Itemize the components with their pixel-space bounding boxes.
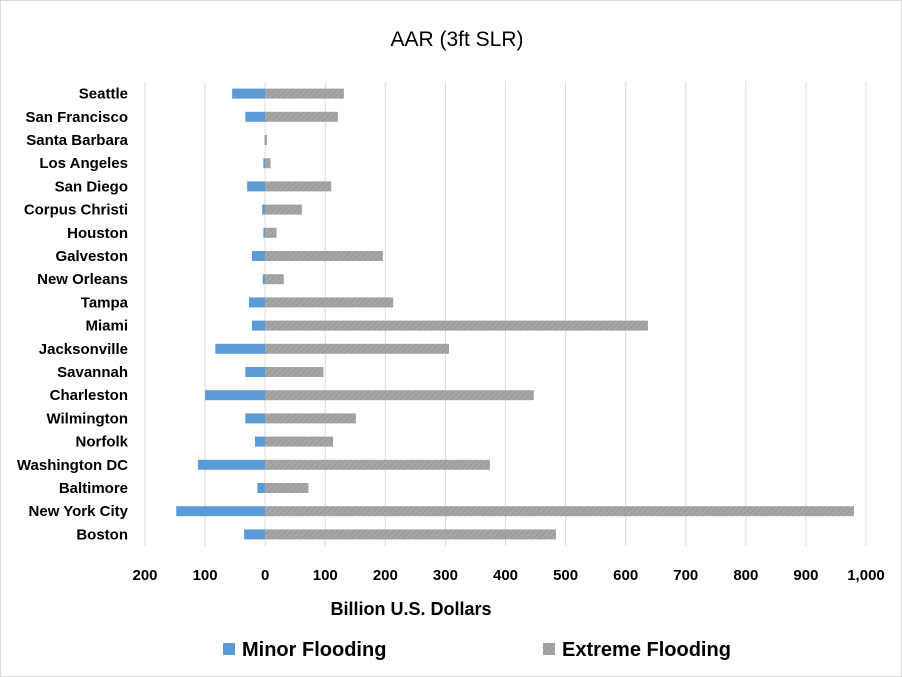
x-tick-label: 800 (733, 567, 758, 584)
bar-minor-flooding (245, 367, 266, 377)
bar-extreme-flooding (265, 529, 556, 540)
x-tick-label: 500 (553, 567, 578, 584)
bar-extreme-flooding (265, 274, 284, 285)
legend: Minor Flooding Extreme Flooding (223, 639, 731, 661)
category-label: Corpus Christi (24, 202, 128, 219)
category-label: New Orleans (37, 271, 128, 288)
category-label: Boston (76, 526, 128, 543)
legend-label-minor: Minor Flooding (242, 639, 386, 661)
legend-swatch-extreme (543, 643, 555, 655)
bar-extreme-flooding (265, 483, 309, 493)
category-label: Savannah (57, 364, 128, 381)
category-label: Washington DC (17, 457, 128, 474)
category-label: Jacksonville (39, 341, 128, 358)
bar-extreme-flooding (265, 436, 334, 447)
legend-label-extreme: Extreme Flooding (562, 639, 731, 661)
x-axis-title: Billion U.S. Dollars (330, 599, 491, 619)
bar-extreme-flooding (265, 320, 648, 331)
bar-extreme-flooding (265, 459, 490, 470)
bar-extreme-flooding (265, 158, 271, 169)
bar-minor-flooding (254, 436, 266, 447)
x-tick-label: 900 (793, 567, 818, 584)
bar-extreme-flooding (265, 227, 277, 238)
x-tick-label: 0 (261, 567, 269, 584)
bar-minor-flooding (176, 506, 266, 517)
bar-minor-flooding (263, 227, 266, 238)
bar-minor-flooding (245, 413, 266, 424)
bar-extreme-flooding (265, 181, 332, 192)
bar-extreme-flooding (265, 88, 344, 99)
bar-minor-flooding (197, 459, 266, 470)
bar-minor-flooding (262, 274, 266, 285)
bar-minor-flooding (257, 483, 266, 493)
bar-minor-flooding (248, 297, 266, 308)
bar-minor-flooding (251, 320, 266, 331)
category-label: Galveston (55, 248, 128, 265)
bar-minor-flooding (251, 251, 266, 261)
bar-minor-flooding (215, 343, 266, 354)
category-label: Norfolk (76, 434, 129, 451)
bar-minor-flooding (245, 111, 266, 122)
x-tick-label: 100 (193, 567, 218, 584)
x-tick-label: 300 (433, 567, 458, 584)
bar-minor-flooding (244, 529, 266, 540)
x-tick-label: 1,000 (847, 567, 885, 584)
bar-extreme-flooding (265, 390, 534, 401)
bar-extreme-flooding (265, 111, 338, 122)
category-label: Baltimore (59, 480, 128, 497)
category-label: Santa Barbara (26, 132, 128, 149)
bar-extreme-flooding (265, 367, 324, 377)
category-label: San Francisco (25, 109, 128, 126)
x-tick-label: 400 (493, 567, 518, 584)
bar-minor-flooding (263, 158, 266, 169)
category-label: Charleston (50, 387, 128, 404)
gridlines (144, 82, 867, 546)
category-label: San Diego (55, 178, 128, 195)
bar-extreme-flooding (265, 413, 356, 424)
bar-extreme-flooding (265, 251, 383, 261)
category-label: Tampa (81, 294, 129, 311)
bar-minor-flooding (262, 204, 266, 215)
bars (176, 88, 854, 540)
chart-title: AAR (3ft SLR) (390, 28, 523, 51)
bar-minor-flooding (247, 181, 266, 192)
bar-extreme-flooding (265, 135, 267, 145)
category-label: Miami (85, 318, 128, 335)
x-tick-label: 200 (373, 567, 398, 584)
category-label: Los Angeles (39, 155, 128, 172)
x-tick-labels: 200 100 0 100 200 300 400 500 600 700 800 900 1,000 (132, 567, 884, 584)
category-label: Seattle (79, 86, 128, 103)
bar-extreme-flooding (265, 204, 302, 215)
legend-swatch-minor (223, 643, 235, 655)
category-label: Houston (67, 225, 128, 242)
category-label: Wilmington (46, 410, 128, 427)
category-labels: Seattle San Francisco Santa Barbara Los Ang… (17, 86, 129, 544)
x-tick-label: 100 (313, 567, 338, 584)
bar-extreme-flooding (265, 506, 854, 517)
category-label: New York City (29, 503, 129, 520)
bar-extreme-flooding (265, 297, 394, 308)
x-tick-label: 600 (613, 567, 638, 584)
x-tick-label: 700 (673, 567, 698, 584)
bar-minor-flooding (232, 88, 266, 99)
bar-extreme-flooding (265, 343, 450, 354)
bar-minor-flooding (205, 390, 266, 401)
x-tick-label: 200 (132, 567, 157, 584)
